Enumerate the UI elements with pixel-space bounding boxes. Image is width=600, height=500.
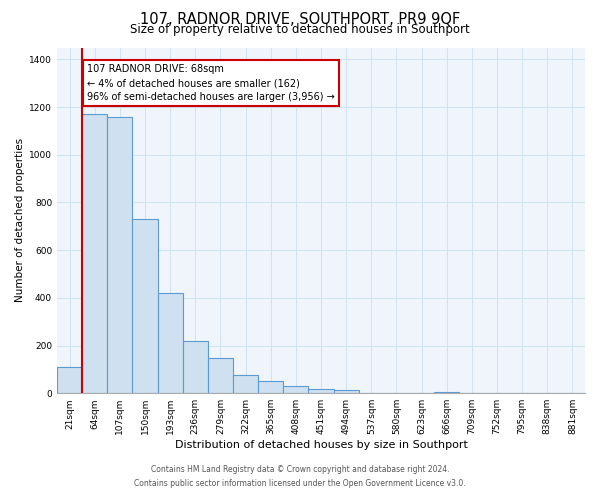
X-axis label: Distribution of detached houses by size in Southport: Distribution of detached houses by size … (175, 440, 467, 450)
Bar (434, 392, 459, 393)
Text: Size of property relative to detached houses in Southport: Size of property relative to detached ho… (130, 22, 470, 36)
Bar (133, 219, 158, 393)
Bar (107, 116, 133, 393)
Bar (82, 114, 107, 393)
Bar (158, 293, 183, 393)
Bar (258, 382, 283, 393)
Bar (334, 390, 359, 393)
Text: 107, RADNOR DRIVE, SOUTHPORT, PR9 9QF: 107, RADNOR DRIVE, SOUTHPORT, PR9 9QF (140, 12, 460, 28)
Y-axis label: Number of detached properties: Number of detached properties (15, 138, 25, 302)
Bar (208, 358, 233, 393)
Bar (57, 368, 82, 393)
Bar (308, 389, 334, 393)
Bar (233, 376, 258, 393)
Bar (283, 386, 308, 393)
Text: Contains HM Land Registry data © Crown copyright and database right 2024.
Contai: Contains HM Land Registry data © Crown c… (134, 466, 466, 487)
Bar (183, 341, 208, 393)
Text: 107 RADNOR DRIVE: 68sqm
← 4% of detached houses are smaller (162)
96% of semi-de: 107 RADNOR DRIVE: 68sqm ← 4% of detached… (87, 64, 335, 102)
